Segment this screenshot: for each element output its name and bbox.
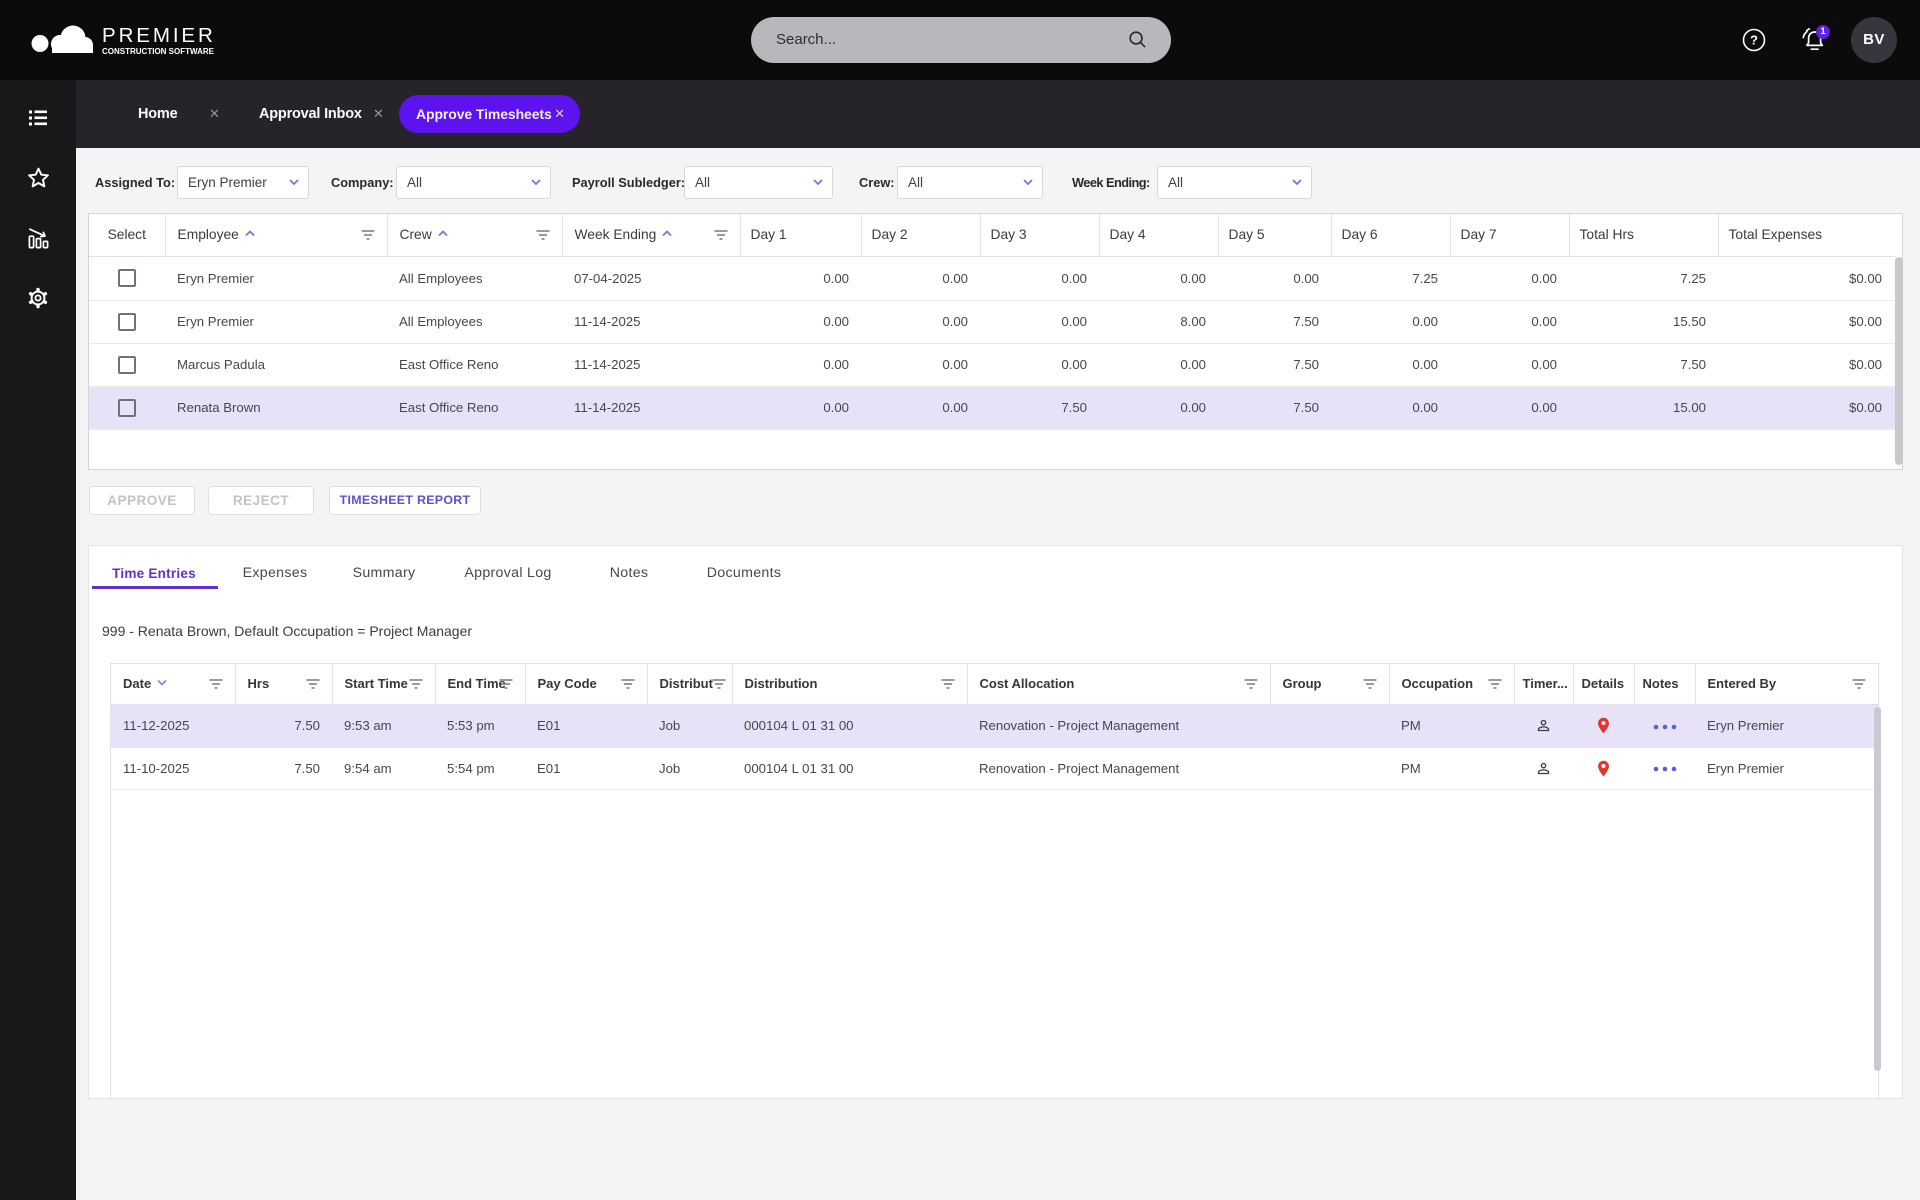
svg-text:?: ? [1750, 33, 1758, 48]
